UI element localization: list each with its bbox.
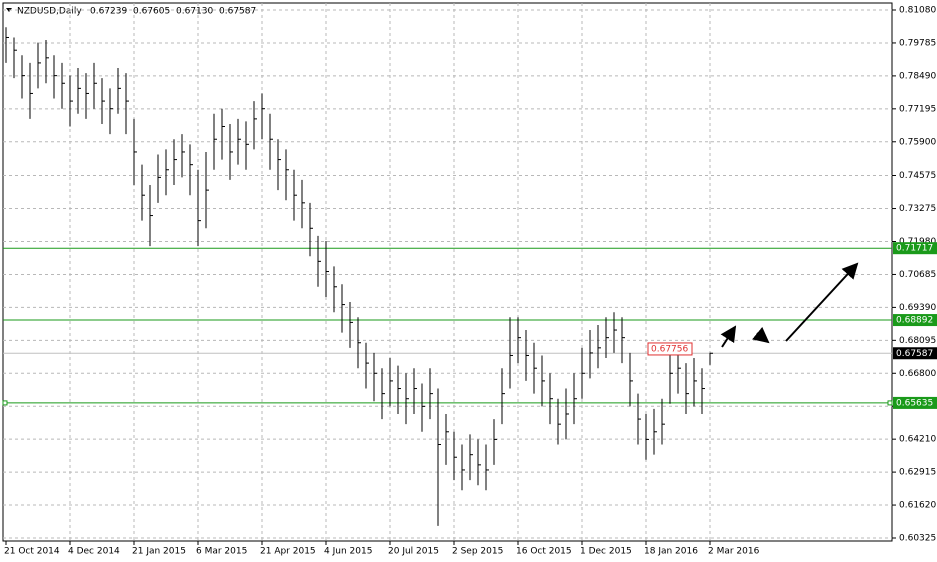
x-tick-label: 6 Mar 2015 — [196, 547, 247, 557]
y-tick-label: 0.78490 — [899, 71, 936, 81]
x-tick-label: 21 Oct 2014 — [4, 547, 60, 557]
header-value: 0.67605 — [133, 7, 170, 17]
y-tick-label: 0.79785 — [899, 38, 936, 48]
level-label-box — [893, 314, 937, 327]
price-label: 0.67756 — [651, 344, 688, 354]
y-tick-label: 0.75900 — [899, 137, 936, 147]
header-value: 0.67130 — [176, 7, 213, 17]
level-label-box — [893, 396, 937, 409]
y-tick-label: 0.81080 — [899, 6, 936, 16]
arrow — [720, 325, 737, 348]
level-label: 0.65635 — [896, 398, 933, 408]
y-tick-label: 0.68095 — [899, 336, 936, 346]
level-label: 0.71717 — [896, 244, 933, 254]
y-tick-label: 0.73275 — [899, 204, 936, 214]
x-tick-label: 4 Dec 2014 — [68, 547, 120, 557]
x-tick-label: 21 Jan 2015 — [132, 547, 186, 557]
y-tick-label: 0.70685 — [899, 270, 936, 280]
header-value: 0.67587 — [219, 7, 256, 17]
y-tick-label: 0.74575 — [899, 171, 936, 181]
x-tick-label: 20 Jul 2015 — [388, 547, 439, 557]
y-tick-label: 0.62915 — [899, 468, 936, 478]
last-price-label: 0.67587 — [896, 349, 933, 359]
x-tick-label: 16 Oct 2015 — [516, 547, 572, 557]
handle — [2, 400, 8, 406]
x-tick-label: 1 Dec 2015 — [580, 547, 632, 557]
level-label: 0.68892 — [896, 316, 933, 326]
x-tick-label: 4 Jun 2015 — [324, 547, 372, 557]
y-tick-label: 0.71980 — [899, 237, 936, 247]
y-tick-label: 0.64210 — [899, 435, 936, 445]
plot-area — [2, 2, 893, 542]
x-tick-label: 2 Mar 2016 — [708, 547, 760, 557]
handle — [887, 400, 893, 406]
x-tick-label: 21 Apr 2015 — [260, 547, 316, 557]
y-tick-label: 0.69390 — [899, 303, 936, 313]
arrow — [785, 262, 859, 342]
y-tick-label: 0.61620 — [899, 501, 936, 511]
y-tick-label: 0.77195 — [899, 104, 936, 114]
arrow — [752, 326, 770, 344]
header-value: 0.67239 — [90, 7, 127, 17]
x-tick-label: 18 Jan 2016 — [644, 547, 698, 557]
y-tick-label: 0.66800 — [899, 369, 936, 379]
last-price-box — [893, 347, 937, 360]
price-label-box — [647, 342, 693, 356]
symbol: NZDUSD,Daily — [17, 7, 82, 17]
y-tick-label: 0.60325 — [899, 534, 936, 544]
x-tick-label: 2 Sep 2015 — [452, 547, 503, 557]
level-label-box — [893, 242, 937, 255]
